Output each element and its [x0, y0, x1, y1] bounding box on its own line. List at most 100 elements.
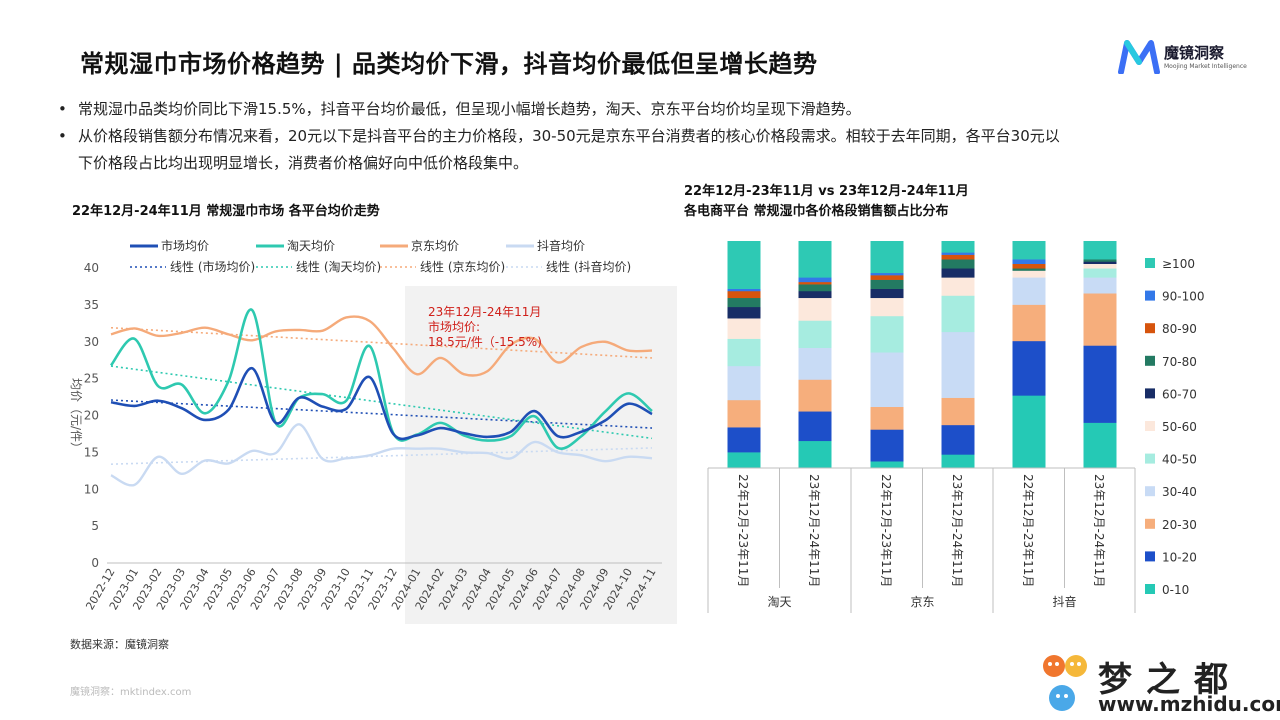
stacked-bar-segment: [941, 424, 975, 455]
watermark: 梦之都 www.mzhidu.com: [1040, 650, 1280, 716]
stacked-bar-segment: [727, 290, 761, 299]
bullet-2-line-2: 下价格段占比均出现明显增长，消费者价格偏好向中低价格段集中。: [78, 154, 529, 172]
stacked-bar-segment: [798, 277, 832, 283]
y-tick-label: 35: [84, 298, 99, 312]
stacked-bar-segment: [941, 254, 975, 260]
trendline: [110, 326, 653, 359]
stacked-bar-segment: [941, 277, 975, 296]
stacked-bar-segment: [941, 295, 975, 333]
y-tick-label: 40: [84, 261, 99, 275]
legend-label: 抖音均价: [537, 238, 585, 253]
legend-swatch: [1145, 453, 1155, 464]
data-source: 数据来源：魔镜洞察: [70, 638, 169, 651]
forecast-period-shade: [405, 286, 677, 624]
stacked-bar-segment: [1083, 261, 1117, 264]
legend-label: 30-40: [1162, 485, 1197, 499]
legend-label: 60-70: [1162, 387, 1197, 401]
stacked-bar-segment: [727, 338, 761, 367]
y-tick-label: 30: [84, 335, 99, 349]
legend-swatch: [1145, 258, 1155, 268]
legend-swatch: [1145, 388, 1155, 399]
legend-label: 70-80: [1162, 355, 1197, 369]
bar-chart-title-line-1: 22年12月-23年11月 vs 23年12月-24年11月: [684, 184, 969, 199]
stacked-bar-segment: [1012, 277, 1046, 305]
y-tick-label: 10: [84, 482, 99, 496]
stacked-bar-segment: [727, 297, 761, 308]
stacked-bar-segment: [727, 399, 761, 428]
legend-trend-label: 线性 (淘天均价): [296, 260, 381, 274]
y-tick-label: 5: [91, 519, 99, 533]
series-line: [110, 315, 653, 377]
legend-swatch: [1145, 355, 1155, 366]
y-tick-label: 20: [84, 409, 99, 423]
legend-swatch: [1145, 323, 1155, 334]
stacked-bar-segment: [941, 241, 975, 253]
stacked-bar-segment: [1083, 422, 1117, 469]
stacked-bar-segment: [941, 331, 975, 398]
stacked-bar-segment: [941, 268, 975, 278]
line-chart-title: 22年12月-24年11月 常规湿巾市场 各平台均价走势: [72, 204, 380, 219]
legend-label: 80-90: [1162, 322, 1197, 336]
category-label: 23年12月-24年11月: [1092, 474, 1106, 587]
category-label: 23年12月-24年11月: [950, 474, 964, 587]
stacked-bar-segment: [798, 379, 832, 412]
stacked-bar-segment: [941, 454, 975, 469]
stacked-bar-segment: [1012, 259, 1046, 264]
stacked-bar-segment: [727, 365, 761, 401]
legend-swatch: [1145, 518, 1155, 529]
legend-label: 40-50: [1162, 453, 1197, 467]
annotation-text: 23年12月-24年11月: [428, 305, 541, 319]
stacked-bar-segment: [870, 315, 904, 353]
stacked-bar-segment: [727, 306, 761, 319]
stacked-bar-segment: [798, 284, 832, 292]
stacked-bar-segment: [1012, 241, 1046, 260]
group-label: 抖音: [1052, 594, 1076, 609]
footer-text: 魔镜洞察：mktindex.com: [70, 687, 192, 698]
bar-chart-title-line-2: 各电商平台 常规湿巾各价格段销售额占比分布: [684, 204, 949, 219]
legend-label: 市场均价: [161, 238, 209, 253]
stacked-bar-segment: [870, 406, 904, 430]
bullet-1-line-1: 常规湿巾品类均价同比下滑15.5%，抖音平台均价最低，但呈现小幅增长趋势，淘天、…: [78, 100, 861, 118]
bullet-2: 从价格段销售额分布情况来看，20元以下是抖音平台的主力价格段，30-50元是京东…: [58, 123, 1238, 177]
stacked-bar-segment: [727, 288, 761, 292]
stacked-bar-segment: [1083, 345, 1117, 423]
stacked-bar-segment: [798, 297, 832, 321]
moojing-logo-icon: [1118, 40, 1160, 74]
brand-name: 魔镜洞察: [1164, 44, 1225, 62]
group-label: 淘天: [767, 595, 791, 609]
legend-label: 淘天均价: [287, 239, 335, 253]
legend-label: 京东均价: [411, 239, 459, 253]
stacked-bar-segment: [798, 241, 832, 278]
legend-label: 50-60: [1162, 420, 1197, 434]
brand-logo: 魔镜洞察 Moojing Market Intelligence: [1118, 38, 1258, 78]
category-label: 22年12月-23年11月: [736, 474, 750, 587]
page-title: 常规湿巾市场价格趋势 | 品类均价下滑，抖音均价最低但呈增长趋势: [80, 50, 818, 78]
stacked-bar-segment: [1012, 263, 1046, 269]
stacked-bar-segment: [870, 352, 904, 408]
y-tick-label: 25: [84, 372, 99, 386]
y-tick-label: 0: [91, 556, 99, 570]
category-label: 22年12月-23年11月: [1021, 474, 1035, 587]
category-label: 23年12月-24年11月: [807, 474, 821, 587]
trendline: [110, 365, 653, 440]
stacked-bar-segment: [1083, 268, 1117, 278]
series-line: [110, 367, 653, 441]
stacked-bar-segment: [941, 397, 975, 426]
stacked-bar-segment: [1012, 270, 1046, 278]
legend-swatch: [1145, 551, 1155, 562]
trendline: [110, 399, 653, 429]
legend-swatch: [1145, 290, 1155, 301]
stacked-bar-segment: [870, 279, 904, 289]
bullet-2-line-1: 从价格段销售额分布情况来看，20元以下是抖音平台的主力价格段，30-50元是京东…: [78, 127, 1060, 145]
stacked-bar-segment: [1012, 395, 1046, 469]
stacked-bar-segment: [870, 429, 904, 462]
stacked-bar-segment: [1012, 268, 1046, 271]
legend-swatch: [1145, 486, 1155, 497]
price-trend-line-chart: 0510152025303540均价（元/件）2022-122023-01202…: [69, 238, 677, 624]
legend-label: 0-10: [1162, 583, 1189, 597]
annotation-text: 18.5元/件（-15.5%): [428, 335, 542, 349]
legend-swatch: [1145, 421, 1155, 431]
watermark-mascot-icon: [1043, 655, 1087, 711]
legend-label: 10-20: [1162, 550, 1197, 564]
watermark-text: 梦之都: [1098, 660, 1242, 700]
